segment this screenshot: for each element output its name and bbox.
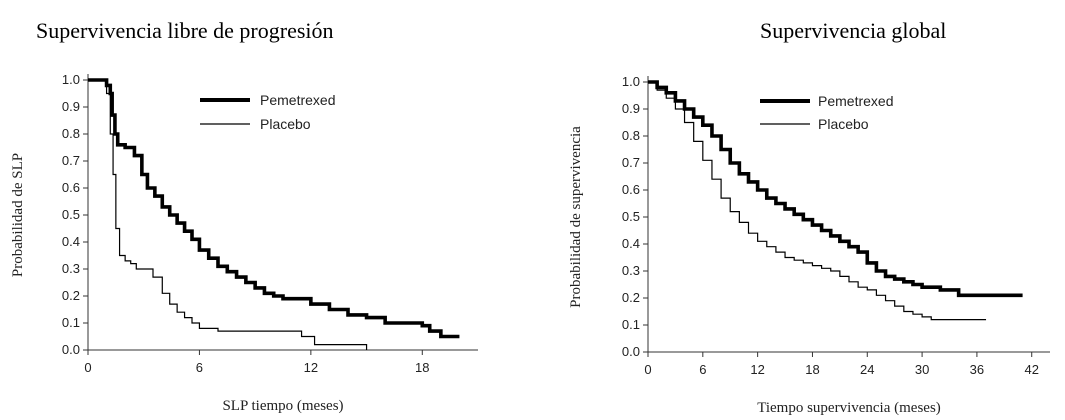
y-tick-label: 0.6 bbox=[622, 182, 640, 197]
legend-label-placebo: Placebo bbox=[260, 116, 311, 132]
x-tick-label: 18 bbox=[805, 362, 819, 377]
legend-label-pemetrexed: Pemetrexed bbox=[818, 93, 893, 109]
x-tick-label: 30 bbox=[915, 362, 929, 377]
y-tick-label: 0.8 bbox=[622, 128, 640, 143]
chart-1: 0.0 0.1 0.2 0.3 0.4 0.5 0.6 0.7 0.8 0.9 1.0 0 6 12 18 S… bbox=[10, 72, 478, 414]
legend-label-placebo: Placebo bbox=[818, 116, 869, 132]
series-line-placebo bbox=[648, 81, 987, 321]
series-line-pemetrexed bbox=[88, 78, 460, 339]
y-tick-label: 1.0 bbox=[62, 72, 80, 87]
x-tick-label: 0 bbox=[84, 360, 91, 375]
chart-2: 0.0 0.1 0.2 0.3 0.4 0.5 0.6 0.7 0.8 0.9 1.0 0 6 12 18 2… bbox=[568, 74, 1050, 416]
y-tick-label: 0.8 bbox=[62, 126, 80, 141]
y-axis-label: Probabilidad de supervivencia bbox=[568, 126, 584, 308]
x-tick-label: 42 bbox=[1024, 362, 1038, 377]
right-chart-title: Supervivencia global bbox=[760, 18, 947, 43]
x-tick-label: 6 bbox=[196, 360, 203, 375]
y-tick-label: 0.0 bbox=[622, 344, 640, 359]
y-tick-label: 0.7 bbox=[62, 153, 80, 168]
y-axis-label: Probabilidad de SLP bbox=[10, 153, 26, 277]
y-tick-label: 0.0 bbox=[62, 342, 80, 357]
y-tick-label: 0.4 bbox=[622, 236, 640, 251]
y-tick-label: 1.0 bbox=[622, 74, 640, 89]
x-axis-label: SLP tiempo (meses) bbox=[222, 398, 343, 414]
y-tick-label: 0.2 bbox=[622, 290, 640, 305]
x-tick-label: 18 bbox=[415, 360, 429, 375]
x-axis-label: Tiempo supervivencia (meses) bbox=[757, 400, 941, 416]
y-tick-label: 0.1 bbox=[62, 315, 80, 330]
y-tick-label: 0.5 bbox=[622, 209, 640, 224]
y-tick-label: 0.9 bbox=[62, 99, 80, 114]
y-tick-label: 0.5 bbox=[62, 207, 80, 222]
y-tick-label: 0.7 bbox=[622, 155, 640, 170]
series-line-placebo bbox=[88, 79, 368, 350]
legend-label-pemetrexed: Pemetrexed bbox=[260, 92, 335, 108]
x-tick-label: 12 bbox=[304, 360, 318, 375]
y-tick-label: 0.4 bbox=[62, 234, 80, 249]
y-tick-label: 0.6 bbox=[62, 180, 80, 195]
y-tick-label: 0.2 bbox=[62, 288, 80, 303]
left-chart-title: Supervivencia libre de progresión bbox=[36, 18, 334, 43]
y-tick-label: 0.9 bbox=[622, 101, 640, 116]
y-tick-label: 0.3 bbox=[622, 263, 640, 278]
x-tick-label: 12 bbox=[750, 362, 764, 377]
x-tick-label: 0 bbox=[644, 362, 651, 377]
x-tick-label: 36 bbox=[970, 362, 984, 377]
x-tick-label: 24 bbox=[860, 362, 874, 377]
y-tick-label: 0.1 bbox=[622, 317, 640, 332]
series-line-pemetrexed bbox=[648, 80, 1023, 298]
x-tick-label: 6 bbox=[699, 362, 706, 377]
y-tick-label: 0.3 bbox=[62, 261, 80, 276]
